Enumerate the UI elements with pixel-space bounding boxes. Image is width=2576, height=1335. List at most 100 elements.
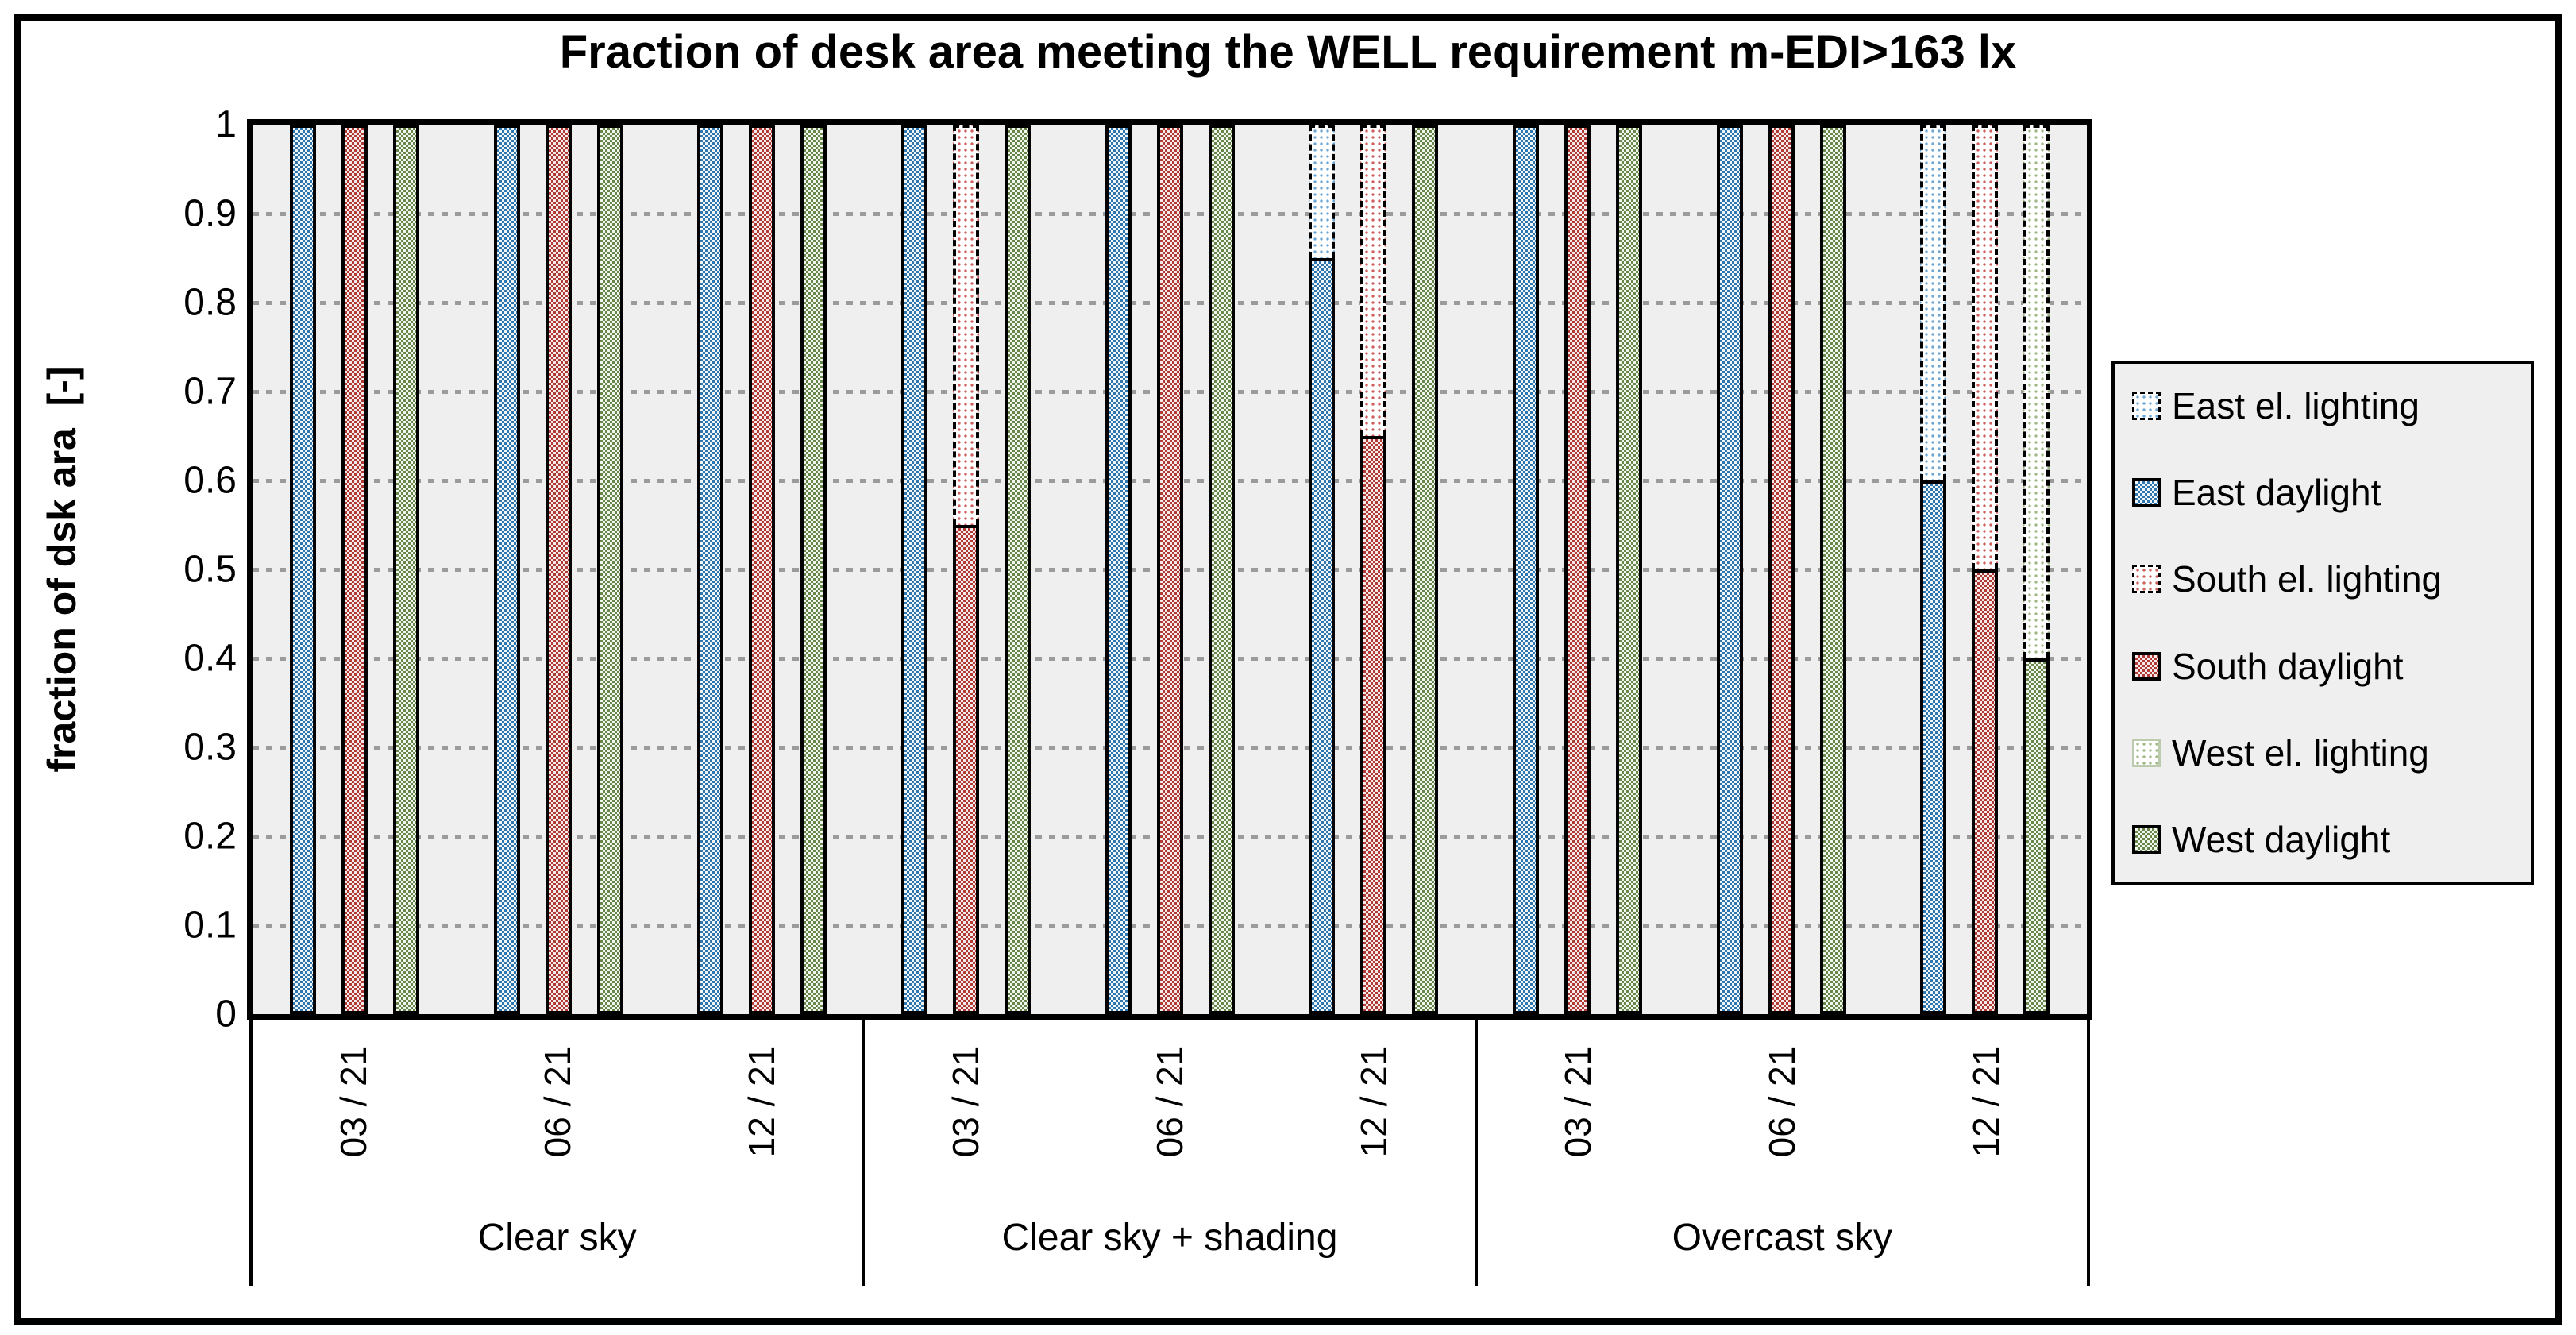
bar-slot-west xyxy=(1819,125,1846,1014)
axis-separator-line xyxy=(2087,1014,2090,1286)
bar-slot-east xyxy=(493,125,520,1014)
date-label-cell: 03 / 21 xyxy=(251,1014,455,1189)
group-label: Overcast sky xyxy=(1672,1216,1893,1259)
bar-slot-south xyxy=(1768,125,1795,1014)
legend-label: South daylight xyxy=(2172,645,2404,687)
date-label-cell: 12 / 21 xyxy=(659,1014,863,1189)
bar-south-daylight xyxy=(1360,436,1387,1014)
bar-slot-east xyxy=(1309,125,1336,1014)
bar-east-daylight xyxy=(1920,480,1947,1014)
y-tick-label: 0.8 xyxy=(183,281,237,324)
date-label: 12 / 21 xyxy=(1965,1045,2007,1158)
axis-separator-line xyxy=(249,1014,253,1286)
date-label: 12 / 21 xyxy=(1353,1045,1395,1158)
legend-swatch-icon xyxy=(2132,565,2161,594)
bar-slot-west xyxy=(1208,125,1235,1014)
bar-west-daylight xyxy=(800,125,827,1014)
bar-subgroup xyxy=(1883,125,2087,1014)
bar-west-daylight xyxy=(1208,125,1235,1014)
bar-west-el-lighting xyxy=(2023,125,2050,658)
bar-slot-east xyxy=(289,125,316,1014)
y-tick-label: 0.3 xyxy=(183,726,237,769)
y-tick-label: 0.6 xyxy=(183,459,237,502)
legend-label: South el. lighting xyxy=(2172,558,2443,600)
y-tick-label: 1 xyxy=(215,103,237,146)
bar-west-daylight xyxy=(1412,125,1439,1014)
bar-south-daylight xyxy=(952,525,979,1014)
bar-slot-south xyxy=(341,125,368,1014)
legend-item: West daylight xyxy=(2132,818,2523,861)
bar-south-el-lighting xyxy=(952,125,979,525)
y-tick-label: 0.5 xyxy=(183,548,237,591)
legend-item: South el. lighting xyxy=(2132,558,2523,600)
date-label: 06 / 21 xyxy=(536,1045,578,1158)
legend-item: West el. lighting xyxy=(2132,731,2523,774)
date-label-cell: 03 / 21 xyxy=(1476,1014,1680,1189)
bar-east-daylight xyxy=(1309,258,1336,1014)
bar-slot-south xyxy=(952,125,979,1014)
bar-south-el-lighting xyxy=(1972,125,1999,569)
bar-slot-south xyxy=(1564,125,1591,1014)
bar-east-el-lighting xyxy=(1309,125,1336,258)
bar-slot-south xyxy=(1360,125,1387,1014)
bar-slot-west xyxy=(2023,125,2050,1014)
bar-slot-west xyxy=(800,125,827,1014)
y-tick-label: 0 xyxy=(215,993,237,1036)
bar-south-daylight xyxy=(1156,125,1183,1014)
bar-south-daylight xyxy=(545,125,572,1014)
x-axis-label-area: 03 / 21 06 / 21 12 / 21 03 / 21 06 / 21 12 / … xyxy=(249,1014,2090,1286)
legend-label: West daylight xyxy=(2172,818,2391,860)
bar-slot-west xyxy=(392,125,419,1014)
bar-subgroup xyxy=(660,125,864,1014)
legend-label: West el. lighting xyxy=(2172,731,2429,774)
date-label-cell: 12 / 21 xyxy=(1884,1014,2088,1189)
legend-label: East daylight xyxy=(2172,472,2381,514)
legend-swatch-icon xyxy=(2132,738,2161,767)
bar-subgroup xyxy=(253,125,457,1014)
bar-south-daylight xyxy=(1768,125,1795,1014)
legend-swatch-icon xyxy=(2132,478,2161,507)
group-label: Clear sky xyxy=(477,1216,637,1259)
plot-area xyxy=(247,119,2092,1020)
bar-slot-west xyxy=(1615,125,1642,1014)
bar-east-el-lighting xyxy=(1920,125,1947,480)
date-label-cell: 06 / 21 xyxy=(1680,1014,1884,1189)
legend-item: South daylight xyxy=(2132,645,2523,688)
bar-south-daylight xyxy=(1972,569,1999,1014)
bar-west-daylight xyxy=(392,125,419,1014)
bar-slot-east xyxy=(697,125,724,1014)
bar-slot-west xyxy=(596,125,623,1014)
date-label: 12 / 21 xyxy=(740,1045,782,1158)
date-label: 03 / 21 xyxy=(944,1045,986,1158)
bar-east-daylight xyxy=(697,125,724,1014)
legend-label: East el. lighting xyxy=(2172,385,2420,426)
bar-subgroup xyxy=(1679,125,1884,1014)
bar-subgroup xyxy=(1271,125,1475,1014)
bar-west-daylight xyxy=(2023,658,2050,1014)
bar-subgroup xyxy=(457,125,661,1014)
group-separator-line xyxy=(1474,1014,1478,1286)
chart-title: Fraction of desk area meeting the WELL r… xyxy=(559,26,2017,78)
y-tick-label: 0.1 xyxy=(183,904,237,947)
legend-swatch-icon xyxy=(2132,392,2161,420)
bar-slot-east xyxy=(1716,125,1743,1014)
bar-west-daylight xyxy=(1615,125,1642,1014)
y-tick-label: 0.7 xyxy=(183,370,237,413)
bar-subgroup xyxy=(1475,125,1679,1014)
bar-west-daylight xyxy=(596,125,623,1014)
bar-slot-east xyxy=(1920,125,1947,1014)
bar-slot-east xyxy=(900,125,927,1014)
group-label-row: Clear sky Clear sky + shading Overcast sky xyxy=(251,1189,2088,1286)
bar-slot-south xyxy=(1972,125,1999,1014)
group-label: Clear sky + shading xyxy=(1001,1216,1338,1259)
bar-south-daylight xyxy=(749,125,776,1014)
figure-border xyxy=(14,14,2562,1325)
date-label: 06 / 21 xyxy=(1761,1045,1803,1158)
y-tick-label: 0.9 xyxy=(183,192,237,235)
legend: East el. lighting East daylight South el. … xyxy=(2111,361,2534,885)
bar-south-daylight xyxy=(341,125,368,1014)
bar-slot-south xyxy=(545,125,572,1014)
date-label-cell: 03 / 21 xyxy=(863,1014,1067,1189)
date-label: 03 / 21 xyxy=(1557,1045,1599,1158)
